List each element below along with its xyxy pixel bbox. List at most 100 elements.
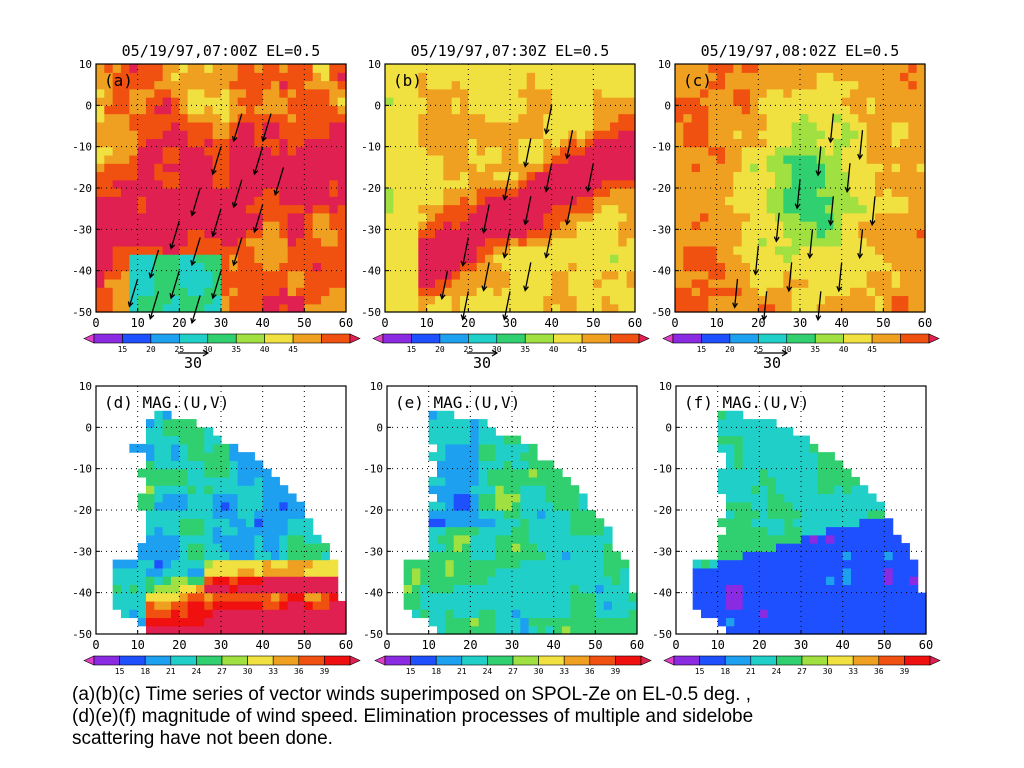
heatmap-cell — [560, 270, 569, 280]
heatmap-cell — [859, 493, 869, 503]
wind-vector — [857, 229, 864, 260]
heatmap-cell — [585, 270, 594, 280]
heatmap-cell — [321, 72, 330, 82]
heatmap-cell — [766, 146, 776, 156]
heatmap-cell — [460, 113, 469, 123]
heatmap-cell — [825, 163, 834, 173]
heatmap-cell — [121, 229, 130, 239]
heatmap-cell — [418, 237, 428, 247]
heatmap-cell — [800, 303, 809, 313]
heatmap-cell — [826, 609, 835, 619]
heatmap-cell — [841, 97, 851, 106]
heatmap-cell — [470, 600, 480, 610]
heatmap-cell — [875, 303, 884, 313]
heatmap-cell — [279, 278, 289, 288]
heatmap-cell — [709, 600, 719, 610]
y-tick-label: -10 — [652, 463, 672, 476]
heatmap-cell — [891, 105, 901, 115]
heatmap-cell — [312, 212, 322, 222]
heatmap-cell — [493, 254, 503, 263]
heatmap-cell — [470, 435, 480, 445]
heatmap-cell — [593, 80, 603, 90]
heatmap-cell — [791, 88, 801, 98]
heatmap-cell — [137, 600, 147, 610]
heatmap-cell — [304, 576, 314, 585]
heatmap-cell — [783, 221, 793, 230]
heatmap-cell — [675, 113, 684, 123]
heatmap-cell — [518, 204, 528, 214]
wind-vector — [231, 179, 243, 209]
heatmap-cell — [610, 171, 619, 181]
heatmap-cell — [487, 468, 496, 478]
heatmap-cell — [800, 295, 809, 305]
heatmap-cell — [809, 485, 819, 495]
heatmap-cell — [443, 72, 453, 82]
heatmap-cell — [112, 154, 122, 164]
colorbar-segment — [119, 655, 146, 666]
heatmap-cell — [526, 196, 536, 206]
heatmap-cell — [562, 543, 571, 552]
heatmap-cell — [229, 105, 239, 115]
heatmap-cell — [401, 188, 411, 197]
heatmap-cell — [883, 138, 893, 148]
heatmap-cell — [792, 584, 802, 594]
heatmap-cell — [750, 254, 759, 263]
heatmap-cell — [562, 567, 571, 577]
heatmap-cell — [766, 163, 776, 173]
heatmap-cell — [603, 592, 613, 602]
heatmap-cell — [576, 245, 586, 255]
heatmap-cell — [675, 229, 684, 239]
heatmap-cell — [96, 80, 105, 90]
heatmap-cell — [337, 229, 347, 239]
heatmap-cell — [626, 105, 636, 115]
heatmap-cell — [826, 617, 835, 627]
heatmap-cell — [610, 179, 619, 189]
heatmap-cell — [437, 543, 446, 552]
heatmap-cell — [783, 88, 793, 98]
heatmap-cell — [453, 501, 463, 511]
heatmap-cell — [385, 154, 394, 164]
heatmap-cell — [751, 427, 760, 437]
heatmap-cell — [460, 171, 469, 181]
heatmap-cell — [683, 130, 693, 139]
heatmap-cell — [393, 254, 403, 263]
heatmap-cell — [783, 237, 793, 247]
heatmap-cell — [96, 188, 105, 197]
heatmap-cell — [858, 97, 868, 106]
heatmap-cell — [329, 278, 339, 288]
heatmap-cell — [501, 287, 511, 297]
heatmap-cell — [683, 212, 693, 222]
heatmap-cell — [568, 72, 578, 82]
heatmap-cell — [254, 567, 264, 577]
colorbar-tick-label: 33 — [848, 667, 858, 676]
heatmap-cell — [495, 526, 505, 536]
y-tick-label: 10 — [658, 58, 671, 71]
heatmap-cell — [916, 163, 926, 173]
heatmap-cell — [610, 113, 619, 123]
heatmap-cell — [825, 295, 834, 305]
heatmap-cell — [487, 427, 496, 437]
heatmap-cell — [246, 245, 255, 255]
heatmap-cell — [834, 559, 844, 569]
heatmap-cell — [801, 592, 810, 602]
heatmap-cell — [833, 287, 843, 297]
heatmap-cell — [221, 237, 230, 247]
x-tick-label: 0 — [381, 316, 388, 330]
heatmap-cell — [237, 113, 247, 123]
heatmap-cell — [493, 303, 503, 313]
heatmap-cell — [700, 97, 709, 106]
heatmap-cell — [834, 493, 844, 503]
heatmap-cell — [883, 130, 893, 139]
heatmap-cell — [154, 80, 164, 90]
heatmap-cell — [146, 138, 155, 148]
heatmap-cell — [708, 262, 718, 272]
heatmap-cell — [443, 80, 453, 90]
heatmap-cell — [726, 584, 735, 594]
heatmap-cell — [187, 452, 197, 461]
heatmap-cell — [312, 278, 322, 288]
heatmap-cell — [304, 138, 314, 148]
heatmap-cell — [478, 518, 488, 528]
heatmap-cell — [485, 303, 494, 313]
heatmap-cell — [610, 97, 619, 106]
